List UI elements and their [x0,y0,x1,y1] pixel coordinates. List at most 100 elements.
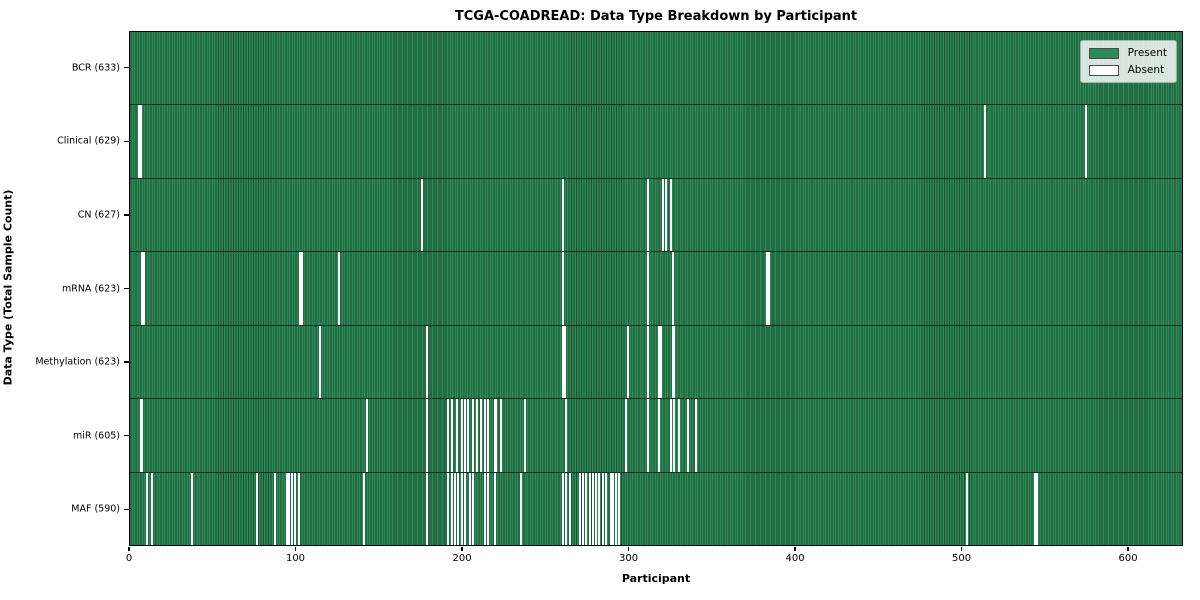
absent-stripe [965,472,968,545]
absent-stripe [610,472,613,545]
absent-stripe [143,252,146,325]
legend-label-absent: Absent [1127,64,1165,76]
absent-stripe [139,105,142,178]
absent-stripe [138,105,141,178]
absent-stripe [618,472,621,545]
absent-stripe [626,325,629,399]
absent-swatch-icon [1088,64,1119,76]
absent-stripe [766,252,769,325]
y-tick [124,214,129,216]
absent-stripe [365,399,368,472]
absent-stripe [671,325,674,399]
absent-stripe [669,178,672,252]
absent-stripe [673,325,676,399]
absent-stripe [561,178,564,252]
absent-stripe [1035,472,1038,545]
absent-stripe [463,399,466,472]
row-label: CN (627) [77,209,120,221]
absent-stripe [457,472,460,545]
absent-stripe [480,399,483,472]
absent-stripe [299,252,302,325]
absent-stripe [141,399,144,472]
absent-stripe [495,399,498,472]
x-tick-label: 600 [1118,553,1138,564]
absent-stripe [286,472,289,545]
absent-stripe [425,472,428,545]
y-tick [124,508,129,510]
absent-stripe [565,399,568,472]
absent-stripe [601,472,604,545]
row-label: Clinical (629) [57,135,120,147]
absent-stripe [520,472,523,545]
absent-stripe [659,325,662,399]
x-tick [1127,547,1129,552]
absent-stripe [694,399,697,472]
absent-stripe [291,472,294,545]
absent-stripe [984,105,987,178]
x-tick-label: 500 [951,553,972,564]
absent-stripe [472,399,475,472]
row-label: MAF (590) [71,503,120,515]
absent-stripe [287,472,290,545]
absent-stripe [463,472,466,545]
heatmap-row [130,324,1182,399]
heatmap-row [130,104,1182,178]
legend-item-absent: Absent [1088,64,1167,76]
y-tick [124,140,129,142]
legend-label-present: Present [1127,47,1167,59]
x-tick-label: 400 [785,553,805,564]
absent-stripe [561,472,564,545]
absent-stripe [337,252,340,325]
x-tick-label: 0 [125,553,133,564]
absent-stripe [673,399,676,472]
absent-stripe [678,399,681,472]
absent-stripe [472,472,475,545]
absent-stripe [561,252,564,325]
absent-stripe [588,472,591,545]
heatmap-row [130,32,1182,104]
row-label: miR (605) [72,430,120,442]
absent-stripe [615,472,618,545]
absent-stripe [297,472,300,545]
heatmap-row [130,398,1182,472]
absent-stripe [468,472,471,545]
absent-stripe [664,178,667,252]
absent-stripe [319,325,322,399]
absent-stripe [475,399,478,472]
absent-stripe [455,399,458,472]
absent-stripe [669,399,672,472]
absent-stripe [646,252,649,325]
x-tick [128,547,130,552]
absent-stripe [447,472,450,545]
absent-stripe [563,325,566,399]
x-tick [294,547,297,552]
absent-stripe [658,325,661,399]
absent-stripe [487,472,490,545]
x-tick [627,547,630,552]
absent-stripe [523,399,526,472]
absent-stripe [591,472,594,545]
x-tick [794,547,796,552]
absent-stripe [191,472,194,545]
absent-stripe [151,472,154,545]
absent-stripe [483,472,486,545]
absent-stripe [450,472,453,545]
row-label: mRNA (623) [61,283,120,294]
absent-stripe [605,472,608,545]
absent-stripe [646,325,649,399]
absent-stripe [585,472,588,545]
x-tick-label: 200 [452,553,472,564]
absent-stripe [646,399,649,472]
legend-item-present: Present [1088,47,1167,59]
absent-stripe [661,178,664,252]
absent-stripe [686,399,689,472]
present-swatch-icon [1088,47,1119,59]
absent-stripe [578,472,581,545]
absent-stripe [595,472,598,545]
absent-stripe [611,472,614,545]
absent-stripe [425,325,428,399]
absent-stripe [658,399,661,472]
absent-stripe [493,399,496,472]
absent-stripe [625,399,628,472]
